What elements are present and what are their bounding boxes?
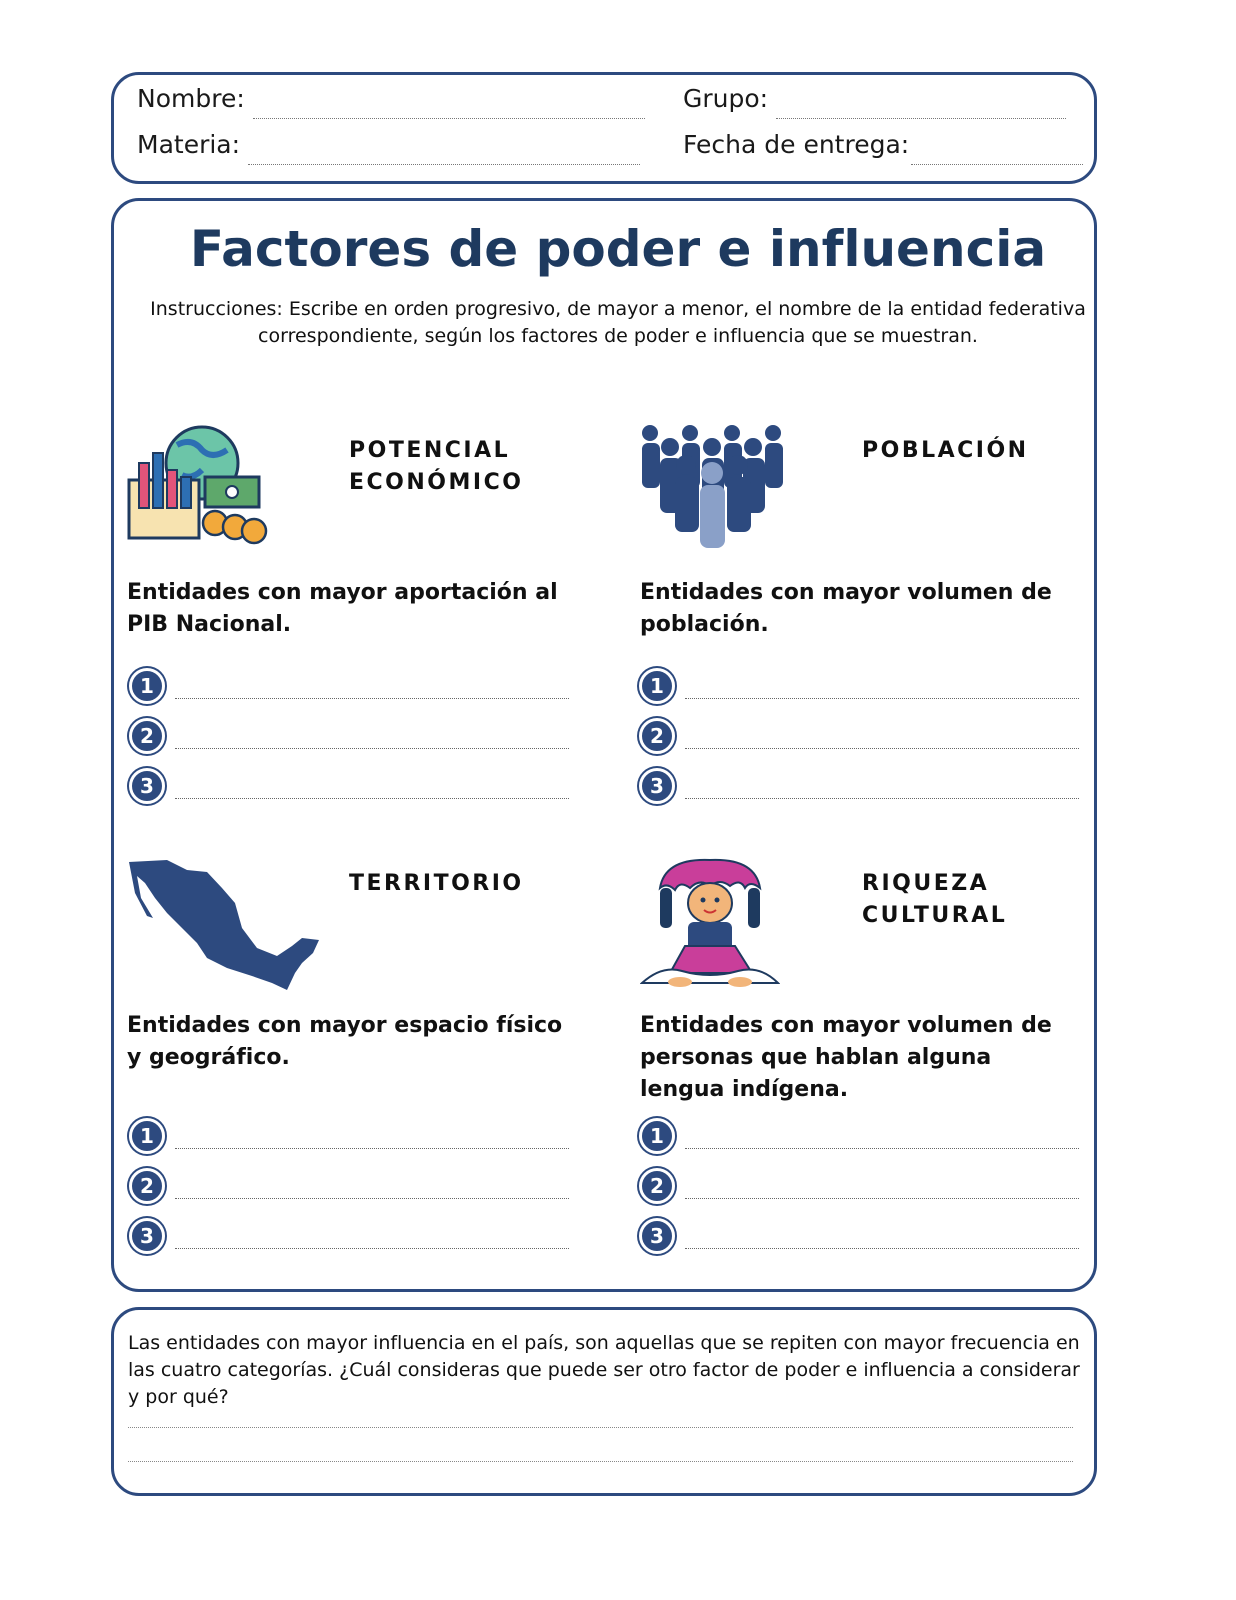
- rank-row: 1: [127, 1111, 569, 1161]
- section-heading: RIQUEZA CULTURAL: [862, 871, 1008, 928]
- rank-row: 1: [637, 1111, 1079, 1161]
- rank-row: 3: [637, 761, 1079, 811]
- section-population: POBLACIÓN Entidades con mayor volumen de…: [637, 425, 1090, 835]
- footer-question: Las entidades con mayor influencia en el…: [128, 1332, 1080, 1408]
- rank-row: 2: [127, 711, 569, 761]
- answer-line: [685, 1247, 1079, 1249]
- answer-line: [175, 797, 569, 799]
- answer-line: [252, 117, 645, 119]
- section-heading: TERRITORIO: [349, 871, 524, 896]
- answer-line: [175, 1197, 569, 1199]
- answer-line: [248, 163, 641, 165]
- rank-row: 2: [637, 1161, 1079, 1211]
- rank-list: 1 2 3: [637, 1111, 1079, 1261]
- rank-row: 2: [127, 1161, 569, 1211]
- field-label: Materia:: [137, 130, 241, 159]
- economy-icon: [127, 425, 268, 545]
- title: Factores de poder e influencia: [189, 220, 1047, 278]
- answer-line: [685, 747, 1079, 749]
- section-economy: POTENCIAL ECONÓMICO Entidades con mayor …: [127, 425, 577, 835]
- field-label: Fecha de entrega:: [683, 130, 910, 159]
- rank-row: 1: [637, 661, 1079, 711]
- section-description: Entidades con mayor volumen de población…: [640, 580, 1052, 637]
- rank-number: 1: [639, 668, 675, 704]
- rank-number: 1: [639, 1118, 675, 1154]
- answer-line: [175, 697, 569, 699]
- rank-number: 3: [129, 768, 165, 804]
- rank-number: 1: [129, 1118, 165, 1154]
- answer-line: [685, 1197, 1079, 1199]
- mexico-map-icon: [129, 860, 319, 990]
- answer-line: [685, 697, 1079, 699]
- rank-number: 3: [639, 768, 675, 804]
- section-territory: TERRITORIO Entidades con mayor espacio f…: [127, 858, 577, 1268]
- rank-row: 3: [127, 1211, 569, 1261]
- answer-line: [685, 797, 1079, 799]
- answer-line: [175, 747, 569, 749]
- section-description: Entidades con mayor espacio físico y geo…: [127, 1013, 563, 1070]
- field-label: Grupo:: [683, 84, 769, 113]
- section-description: Entidades con mayor volumen de personas …: [640, 1013, 1052, 1102]
- rank-number: 2: [639, 1168, 675, 1204]
- answer-line: [175, 1247, 569, 1249]
- field-label: Nombre:: [137, 84, 245, 113]
- rank-row: 3: [637, 1211, 1079, 1261]
- name-field: Nombre:: [137, 84, 645, 119]
- rank-list: 1 2 3: [637, 661, 1079, 811]
- group-field: Grupo:: [683, 84, 1067, 119]
- header-box: [111, 72, 1097, 184]
- main-box: [111, 198, 1097, 1292]
- rank-number: 3: [639, 1218, 675, 1254]
- section-description: Entidades con mayor aportación al PIB Na…: [127, 580, 558, 637]
- subject-field: Materia:: [137, 130, 641, 165]
- rank-list: 1 2 3: [127, 661, 569, 811]
- rank-list: 1 2 3: [127, 1111, 569, 1261]
- answer-line: [685, 1147, 1079, 1149]
- population-icon: [642, 425, 783, 548]
- answer-line: [776, 117, 1067, 119]
- answer-line: [128, 1461, 1073, 1462]
- rank-number: 2: [129, 718, 165, 754]
- rank-number: 2: [639, 718, 675, 754]
- rank-row: 2: [637, 711, 1079, 761]
- section-heading: POTENCIAL ECONÓMICO: [349, 438, 524, 495]
- date-field: Fecha de entrega:: [683, 130, 1084, 165]
- answer-line: [128, 1427, 1073, 1428]
- section-heading: POBLACIÓN: [862, 438, 1029, 463]
- footer-box: [111, 1307, 1097, 1496]
- answer-line: [175, 1147, 569, 1149]
- rank-number: 3: [129, 1218, 165, 1254]
- doll-icon: [640, 858, 780, 987]
- rank-number: 1: [129, 668, 165, 704]
- answer-line: [911, 163, 1084, 165]
- section-culture: RIQUEZA CULTURAL Entidades con mayor vol…: [637, 858, 1090, 1268]
- rank-row: 3: [127, 761, 569, 811]
- rank-number: 2: [129, 1168, 165, 1204]
- instructions: Instrucciones: Escribe en orden progresi…: [150, 298, 1086, 347]
- rank-row: 1: [127, 661, 569, 711]
